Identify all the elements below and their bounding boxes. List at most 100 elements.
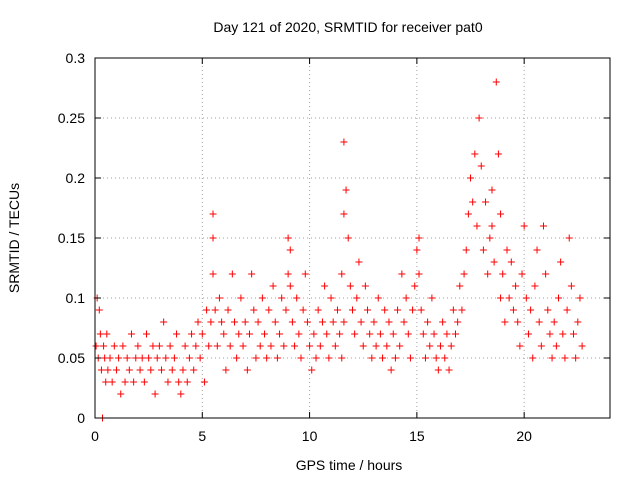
- data-point: [507, 258, 515, 266]
- data-point: [194, 318, 202, 326]
- data-point: [125, 366, 133, 374]
- data-point: [514, 318, 522, 326]
- data-point: [134, 342, 142, 350]
- data-point: [349, 306, 356, 314]
- data-point: [230, 318, 238, 326]
- data-point: [428, 294, 436, 302]
- data-point: [293, 294, 301, 302]
- data-point: [318, 318, 326, 326]
- data-point: [130, 378, 138, 386]
- data-point: [263, 354, 271, 362]
- data-point: [398, 270, 406, 278]
- data-point: [531, 282, 539, 290]
- data-point: [286, 246, 294, 254]
- data-point: [524, 330, 532, 338]
- data-point: [561, 354, 569, 362]
- data-point: [488, 186, 496, 194]
- data-point: [548, 354, 556, 362]
- data-point: [256, 342, 264, 350]
- data-point: [376, 330, 384, 338]
- data-point: [243, 366, 251, 374]
- data-point: [544, 306, 552, 314]
- data-point: [464, 210, 472, 218]
- data-point: [499, 270, 507, 278]
- data-point: [340, 138, 348, 146]
- data-point: [394, 306, 402, 314]
- data-point: [164, 378, 172, 386]
- data-point: [147, 366, 155, 374]
- data-point: [578, 342, 586, 350]
- data-point: [529, 354, 537, 362]
- data-point: [175, 378, 183, 386]
- data-point: [151, 390, 159, 398]
- data-point: [258, 294, 266, 302]
- data-point: [228, 270, 236, 278]
- data-point: [445, 366, 453, 374]
- data-point: [456, 282, 464, 290]
- data-point: [374, 294, 382, 302]
- x-tick-label: 10: [302, 428, 318, 444]
- data-point: [512, 282, 520, 290]
- data-point: [441, 354, 449, 362]
- data-point: [168, 366, 176, 374]
- data-point: [400, 318, 408, 326]
- data-point: [557, 258, 565, 266]
- data-point: [419, 330, 427, 338]
- data-point: [516, 342, 524, 350]
- data-point: [482, 198, 490, 206]
- data-point: [475, 114, 483, 122]
- data-point: [117, 390, 125, 398]
- data-point: [452, 330, 459, 338]
- data-point: [443, 330, 451, 338]
- data-point: [246, 330, 253, 338]
- data-point: [115, 354, 123, 362]
- data-point: [200, 378, 208, 386]
- data-point: [149, 342, 157, 350]
- data-point: [239, 342, 247, 350]
- data-point: [312, 354, 320, 362]
- data-point: [559, 330, 567, 338]
- data-point: [185, 354, 193, 362]
- data-point: [385, 318, 393, 326]
- data-point: [95, 306, 103, 314]
- data-point: [340, 210, 348, 218]
- data-point: [402, 294, 410, 302]
- data-point: [355, 258, 363, 266]
- data-point: [224, 306, 232, 314]
- data-point: [203, 306, 211, 314]
- data-point: [276, 330, 284, 338]
- data-point: [143, 330, 150, 338]
- data-point: [417, 306, 425, 314]
- data-point: [138, 354, 146, 362]
- data-point: [237, 294, 245, 302]
- data-point: [563, 306, 571, 314]
- data-point: [155, 342, 163, 350]
- data-point: [469, 198, 477, 206]
- data-point: [209, 270, 217, 278]
- data-point: [570, 330, 578, 338]
- data-point: [267, 342, 275, 350]
- data-point: [127, 330, 135, 338]
- data-point: [458, 306, 466, 314]
- data-point: [479, 246, 487, 254]
- data-point: [220, 330, 228, 338]
- data-point: [424, 318, 432, 326]
- data-point: [108, 378, 116, 386]
- plot-frame: [94, 57, 611, 419]
- data-point: [572, 354, 580, 362]
- data-point: [226, 342, 234, 350]
- data-point: [252, 354, 260, 362]
- data-point: [522, 294, 530, 302]
- data-point: [295, 330, 303, 338]
- data-point: [233, 354, 241, 362]
- data-point: [170, 354, 178, 362]
- x-tick-label: 0: [91, 428, 99, 444]
- data-point: [153, 354, 161, 362]
- data-point: [254, 318, 262, 326]
- data-point: [284, 234, 292, 242]
- data-points: [92, 78, 586, 422]
- data-point: [104, 366, 112, 374]
- data-point: [477, 162, 485, 170]
- data-point: [432, 354, 440, 362]
- data-point: [338, 270, 346, 278]
